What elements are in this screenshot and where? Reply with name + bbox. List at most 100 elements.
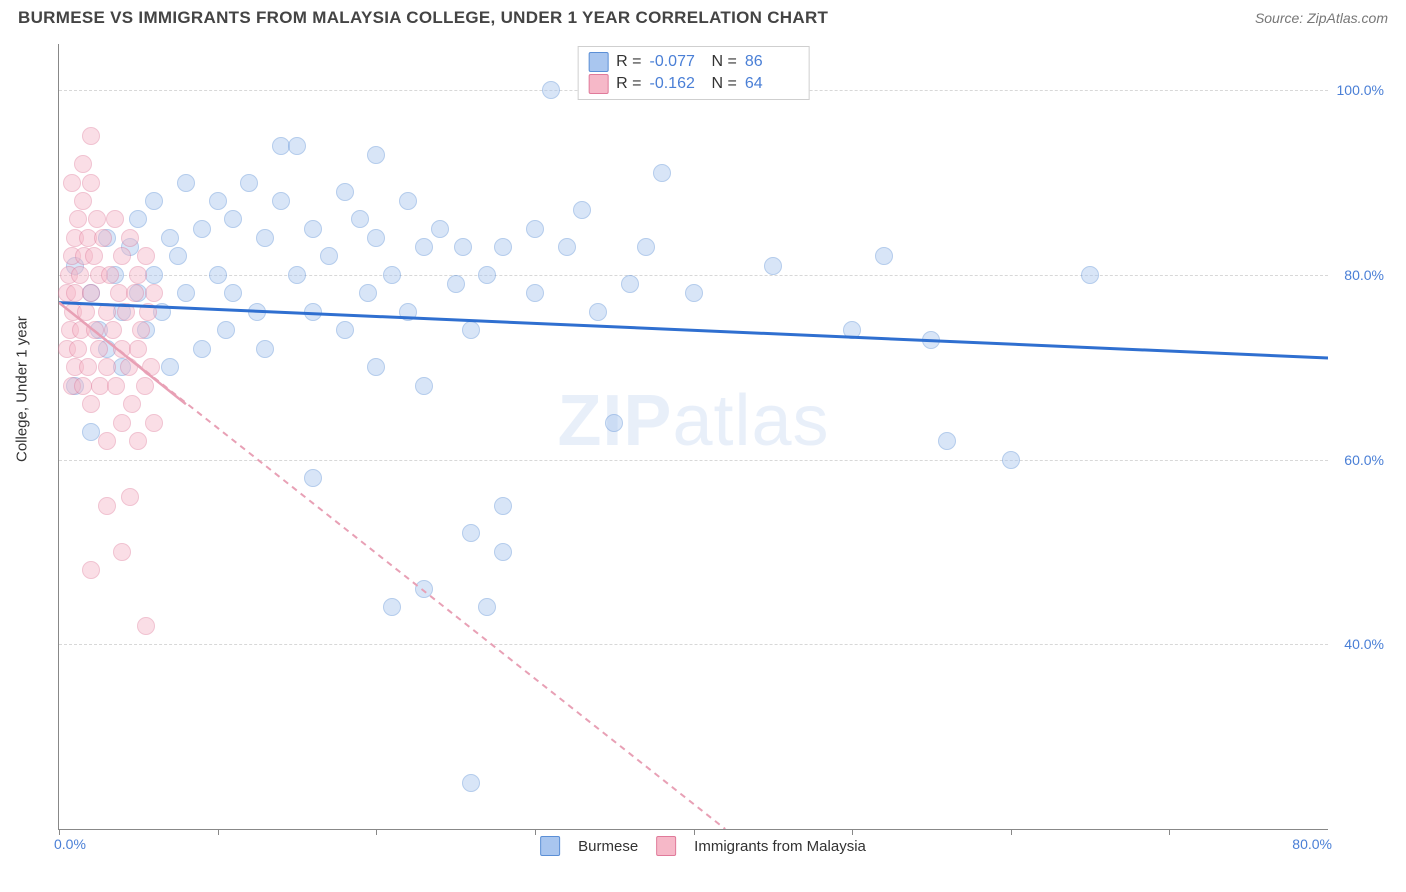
data-point <box>367 229 385 247</box>
stats-legend: R =-0.077N =86R =-0.162N =64 <box>577 46 810 100</box>
data-point <box>399 192 417 210</box>
data-point <box>288 137 306 155</box>
data-point <box>573 201 591 219</box>
data-point <box>74 377 92 395</box>
data-point <box>494 543 512 561</box>
data-point <box>478 266 496 284</box>
data-point <box>383 598 401 616</box>
y-tick-label: 100.0% <box>1337 82 1384 98</box>
data-point <box>224 284 242 302</box>
data-point <box>74 155 92 173</box>
data-point <box>161 229 179 247</box>
data-point <box>922 331 940 349</box>
data-point <box>685 284 703 302</box>
x-tick <box>59 829 60 835</box>
data-point <box>248 303 266 321</box>
data-point <box>145 192 163 210</box>
data-point <box>123 395 141 413</box>
data-point <box>224 210 242 228</box>
data-point <box>193 220 211 238</box>
data-point <box>359 284 377 302</box>
data-point <box>462 321 480 339</box>
data-point <box>1081 266 1099 284</box>
data-point <box>843 321 861 339</box>
data-point <box>94 229 112 247</box>
data-point <box>494 497 512 515</box>
data-point <box>63 174 81 192</box>
data-point <box>304 469 322 487</box>
data-point <box>256 229 274 247</box>
data-point <box>240 174 258 192</box>
y-tick-label: 80.0% <box>1344 267 1384 283</box>
legend-r-label: R = <box>616 75 641 93</box>
chart-container: College, Under 1 year ZIPatlas R =-0.077… <box>18 44 1388 880</box>
data-point <box>526 220 544 238</box>
data-point <box>82 284 100 302</box>
data-point <box>98 303 116 321</box>
data-point <box>431 220 449 238</box>
watermark: ZIPatlas <box>557 380 829 462</box>
data-point <box>764 257 782 275</box>
data-point <box>351 210 369 228</box>
data-point <box>526 284 544 302</box>
plot-area: ZIPatlas R =-0.077N =86R =-0.162N =64 40… <box>58 44 1328 830</box>
trend-lines <box>59 44 1328 829</box>
legend-r-label: R = <box>616 53 641 71</box>
data-point <box>462 524 480 542</box>
data-point <box>107 377 125 395</box>
data-point <box>71 266 89 284</box>
legend-swatch <box>588 52 608 72</box>
legend-series-label: Burmese <box>578 838 638 855</box>
data-point <box>82 127 100 145</box>
legend-n-value: 64 <box>745 75 799 93</box>
data-point <box>129 340 147 358</box>
data-point <box>137 617 155 635</box>
chart-title: BURMESE VS IMMIGRANTS FROM MALAYSIA COLL… <box>18 8 828 28</box>
legend-r-value: -0.162 <box>650 75 704 93</box>
data-point <box>336 321 354 339</box>
x-tick <box>376 829 377 835</box>
data-point <box>161 358 179 376</box>
data-point <box>589 303 607 321</box>
x-axis-max-label: 80.0% <box>1292 836 1332 852</box>
data-point <box>86 321 104 339</box>
legend-swatch <box>656 836 676 856</box>
legend-r-value: -0.077 <box>650 53 704 71</box>
data-point <box>272 192 290 210</box>
data-point <box>129 432 147 450</box>
data-point <box>77 303 95 321</box>
gridline <box>59 460 1328 461</box>
data-point <box>121 229 139 247</box>
data-point <box>938 432 956 450</box>
legend-series-label: Immigrants from Malaysia <box>694 838 866 855</box>
data-point <box>132 321 150 339</box>
data-point <box>79 358 97 376</box>
data-point <box>129 266 147 284</box>
data-point <box>74 192 92 210</box>
data-point <box>137 247 155 265</box>
data-point <box>98 358 116 376</box>
data-point <box>106 210 124 228</box>
x-tick <box>535 829 536 835</box>
y-axis-title: College, Under 1 year <box>14 316 31 462</box>
x-tick <box>1169 829 1170 835</box>
data-point <box>336 183 354 201</box>
data-point <box>82 561 100 579</box>
data-point <box>169 247 187 265</box>
legend-n-label: N = <box>712 75 737 93</box>
data-point <box>478 598 496 616</box>
data-point <box>558 238 576 256</box>
data-point <box>415 580 433 598</box>
data-point <box>142 358 160 376</box>
data-point <box>494 238 512 256</box>
data-point <box>637 238 655 256</box>
data-point <box>82 174 100 192</box>
data-point <box>113 543 131 561</box>
data-point <box>120 358 138 376</box>
data-point <box>320 247 338 265</box>
x-tick <box>218 829 219 835</box>
y-tick-label: 40.0% <box>1344 636 1384 652</box>
data-point <box>88 210 106 228</box>
x-axis-min-label: 0.0% <box>54 836 86 852</box>
data-point <box>383 266 401 284</box>
